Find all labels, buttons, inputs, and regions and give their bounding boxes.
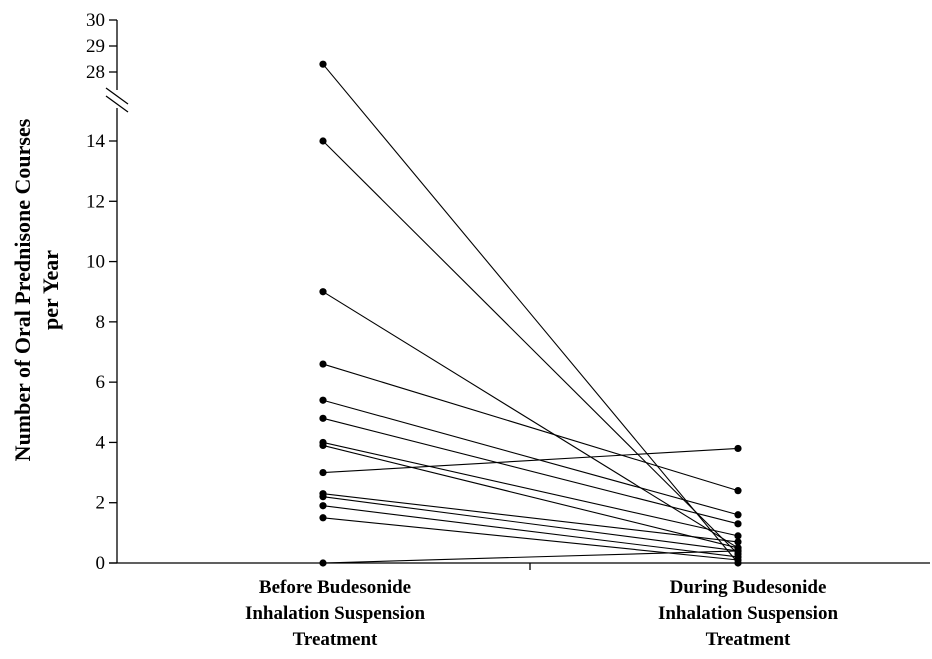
category-label: Before Budesonide — [259, 577, 411, 598]
series-line — [322, 399, 739, 516]
data-point-before — [319, 468, 327, 477]
data-point-before — [319, 137, 327, 145]
series-line — [322, 447, 739, 474]
data-point-during — [734, 487, 742, 495]
y-tick-label: 8 — [96, 312, 106, 333]
series-line — [322, 140, 739, 555]
axis-break-mark — [105, 95, 129, 113]
series-line — [322, 63, 739, 564]
data-point-before — [319, 288, 327, 296]
data-point-during — [734, 532, 742, 540]
y-tick-label: 12 — [86, 191, 105, 212]
series-line — [322, 441, 739, 537]
y-tick-label: 6 — [96, 372, 106, 393]
y-axis-title: per Year — [38, 250, 63, 330]
y-tick-label: 2 — [96, 493, 106, 514]
series-line — [322, 505, 739, 558]
data-point-before — [319, 396, 327, 404]
category-label: During Budesonide — [670, 577, 827, 598]
data-point-before — [319, 559, 327, 567]
series-line — [322, 493, 739, 543]
category-label: Inhalation Suspension — [245, 603, 425, 624]
series-line — [322, 291, 739, 549]
axis-break-mark — [105, 87, 129, 105]
data-point-before — [319, 502, 327, 510]
data-point-during — [734, 520, 742, 528]
data-point-before — [319, 414, 327, 422]
series-line — [322, 550, 739, 564]
data-point-before — [319, 360, 327, 368]
series-line — [322, 444, 739, 549]
data-point-before — [319, 60, 327, 68]
axes — [105, 19, 930, 570]
y-tick-label: 10 — [86, 252, 105, 273]
y-tick-label: 29 — [86, 36, 105, 57]
category-label: Inhalation Suspension — [658, 603, 838, 624]
data-point-before — [319, 441, 327, 450]
data-point-during — [734, 556, 742, 564]
series-lines — [322, 63, 739, 564]
y-axis-title: Number of Oral Prednisone Courses — [10, 118, 35, 461]
series-line — [322, 496, 739, 552]
y-tick-label: 30 — [86, 10, 105, 31]
axis-labels: 0 2 4 6 8 10 12 14 28 29 30 Before Budesonide Inhala… — [10, 10, 838, 650]
category-label: Treatment — [293, 629, 378, 650]
series-line — [322, 417, 739, 525]
y-tick-label: 4 — [96, 432, 106, 453]
data-point-during — [734, 511, 742, 519]
data-point-before — [319, 514, 327, 522]
data-point-before — [319, 493, 327, 501]
y-tick-label: 14 — [86, 131, 106, 152]
data-point-during — [734, 538, 742, 546]
y-tick-label: 0 — [96, 553, 106, 574]
data-point-during — [734, 547, 742, 555]
series-line — [322, 363, 739, 492]
series-markers — [319, 60, 742, 567]
data-point-during — [734, 444, 742, 453]
y-tick-label: 28 — [86, 62, 105, 83]
category-label: Treatment — [706, 629, 791, 650]
